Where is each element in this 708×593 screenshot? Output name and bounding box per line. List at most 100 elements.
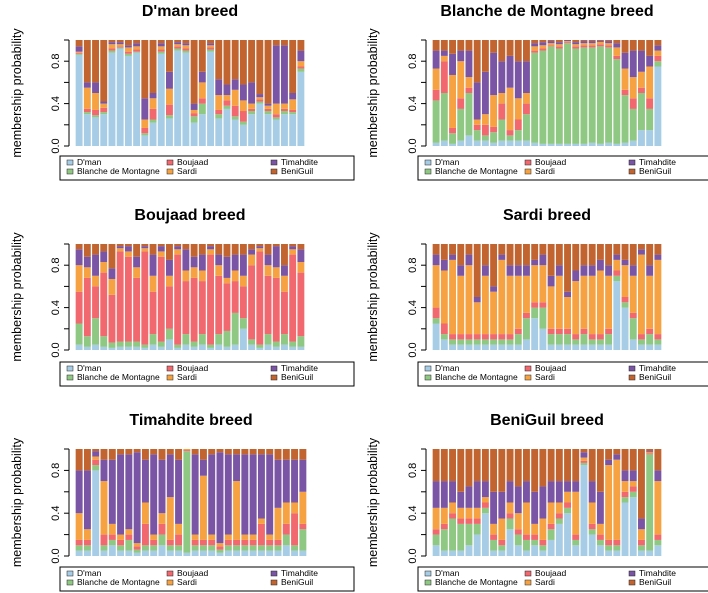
bar-segment-boujaad <box>149 108 157 120</box>
bar-segment-timahdite <box>547 41 555 44</box>
bar-segment-blanche-de-montagne <box>207 49 214 52</box>
bar-segment-timahdite <box>289 246 297 250</box>
bar-segment-boujaad <box>100 272 108 337</box>
bar-segment-blanche-de-montagne <box>289 341 297 347</box>
bar-segment-d-man <box>149 344 157 350</box>
bar-segment-blanche-de-montagne <box>274 545 282 551</box>
bar-segment-beniguil <box>175 449 183 460</box>
bar-segment-sardi <box>547 43 555 46</box>
bar-segment-boujaad <box>605 539 613 546</box>
y-tick-label: 0.4 <box>50 96 62 111</box>
bar-segment-d-man <box>75 550 83 556</box>
bar-segment-beniguil <box>141 449 149 460</box>
bar-segment-blanche-de-montagne <box>299 529 307 551</box>
bar-segment-beniguil <box>621 449 629 471</box>
bar-segment-beniguil <box>629 449 637 471</box>
bar-segment-boujaad <box>166 104 173 116</box>
bar-segment-boujaad <box>239 111 247 122</box>
legend-label-blanche-de-montagne: Blanche de Montagne <box>435 372 518 382</box>
bar-segment-d-man <box>256 103 264 146</box>
bar-segment-d-man <box>638 550 645 556</box>
bar-segment-timahdite <box>506 55 514 88</box>
bar-segment-timahdite <box>654 254 662 260</box>
bar-segment-d-man <box>432 142 440 146</box>
bar-segment-sardi <box>191 534 199 540</box>
bar-segment-blanche-de-montagne <box>572 539 580 546</box>
bar-segment-blanche-de-montagne <box>596 539 604 546</box>
bar-segment-blanche-de-montagne <box>498 545 506 551</box>
bar-segment-blanche-de-montagne <box>207 344 214 348</box>
bar-segment-sardi <box>547 286 555 329</box>
bar-segment-sardi <box>239 275 247 287</box>
bar-segment-boujaad <box>299 523 307 530</box>
bar-segment-beniguil <box>498 449 506 492</box>
legend-label-timahdite: Timahdite <box>639 363 676 373</box>
bar-segment-timahdite <box>605 265 613 276</box>
bar-segment-beniguil <box>190 244 198 257</box>
legend-swatch-boujaad <box>524 570 532 577</box>
bar-segment-d-man <box>440 550 448 556</box>
bar-segment-d-man <box>92 117 99 146</box>
bar-segment-d-man <box>133 552 141 556</box>
bar-segment-beniguil <box>588 40 596 42</box>
bar-segment-timahdite <box>257 454 265 519</box>
legend-swatch-blanche-de-montagne <box>424 579 432 586</box>
bar-segment-sardi <box>588 43 596 46</box>
bar-segment-blanche-de-montagne <box>157 51 165 54</box>
bar-segment-sardi <box>124 251 132 257</box>
bar-segment-d-man <box>440 140 448 146</box>
bar-segment-sardi <box>257 518 265 524</box>
bar-segment-d-man <box>588 534 596 556</box>
bar-segment-timahdite <box>272 45 280 104</box>
bar-segment-beniguil <box>216 449 224 453</box>
bar-segment-d-man <box>432 323 440 350</box>
bar-segment-boujaad <box>572 46 580 49</box>
bar-segment-sardi <box>133 46 141 50</box>
bar-segment-boujaad <box>100 107 108 113</box>
bar-segment-beniguil <box>613 40 621 44</box>
bar-segment-d-man <box>523 140 530 146</box>
bar-segment-boujaad <box>638 87 645 93</box>
bar-segment-d-man <box>190 122 198 146</box>
bar-segment-boujaad <box>596 334 604 340</box>
bar-segment-beniguil <box>547 40 555 42</box>
bar-segment-boujaad <box>580 460 588 463</box>
bar-segment-boujaad <box>539 48 547 51</box>
bar-segment-boujaad <box>572 334 580 340</box>
bar-segment-beniguil <box>282 449 290 460</box>
bar-segment-timahdite <box>440 50 448 56</box>
bar-segment-d-man <box>449 550 456 556</box>
bar-segment-beniguil <box>440 244 448 260</box>
bar-segment-blanche-de-montagne <box>257 545 265 551</box>
bar-segment-sardi <box>141 248 149 252</box>
legend-swatch-boujaad <box>166 570 174 577</box>
bar-segment-boujaad <box>621 89 629 96</box>
bar-segment-beniguil <box>231 40 239 80</box>
bar-segment-boujaad <box>588 45 596 48</box>
bar-segment-boujaad <box>654 334 662 340</box>
bars <box>75 449 307 556</box>
bar-segment-sardi <box>75 513 83 540</box>
bar-segment-d-man <box>646 130 654 146</box>
bar-segment-blanche-de-montagne <box>506 339 514 345</box>
y-tick-label: 0.0 <box>407 138 419 153</box>
bar-segment-d-man <box>100 550 108 556</box>
bar-segment-d-man <box>198 344 206 350</box>
legend: D'man Boujaad Timahdite Blanche de Montagne… <box>59 566 355 592</box>
legend-swatch-sardi <box>524 168 532 175</box>
bar-segment-boujaad <box>621 491 629 498</box>
bar-segment-timahdite <box>256 94 264 98</box>
bar-segment-d-man <box>596 545 604 556</box>
bar-segment-sardi <box>440 507 448 524</box>
bar-segment-sardi <box>498 259 506 335</box>
bar-segment-blanche-de-montagne <box>490 132 498 143</box>
bar-segment-d-man <box>297 71 305 146</box>
bar-segment-sardi <box>465 265 473 335</box>
bar-segment-boujaad <box>654 534 662 540</box>
legend-label-sardi: Sardi <box>535 577 555 587</box>
bar-segment-timahdite <box>124 246 132 252</box>
bar-segment-blanche-de-montagne <box>465 339 473 345</box>
panel-title: Blanche de Montagne breed <box>440 3 653 20</box>
bar-segment-beniguil <box>539 244 547 255</box>
bar-segment-timahdite <box>449 481 456 503</box>
